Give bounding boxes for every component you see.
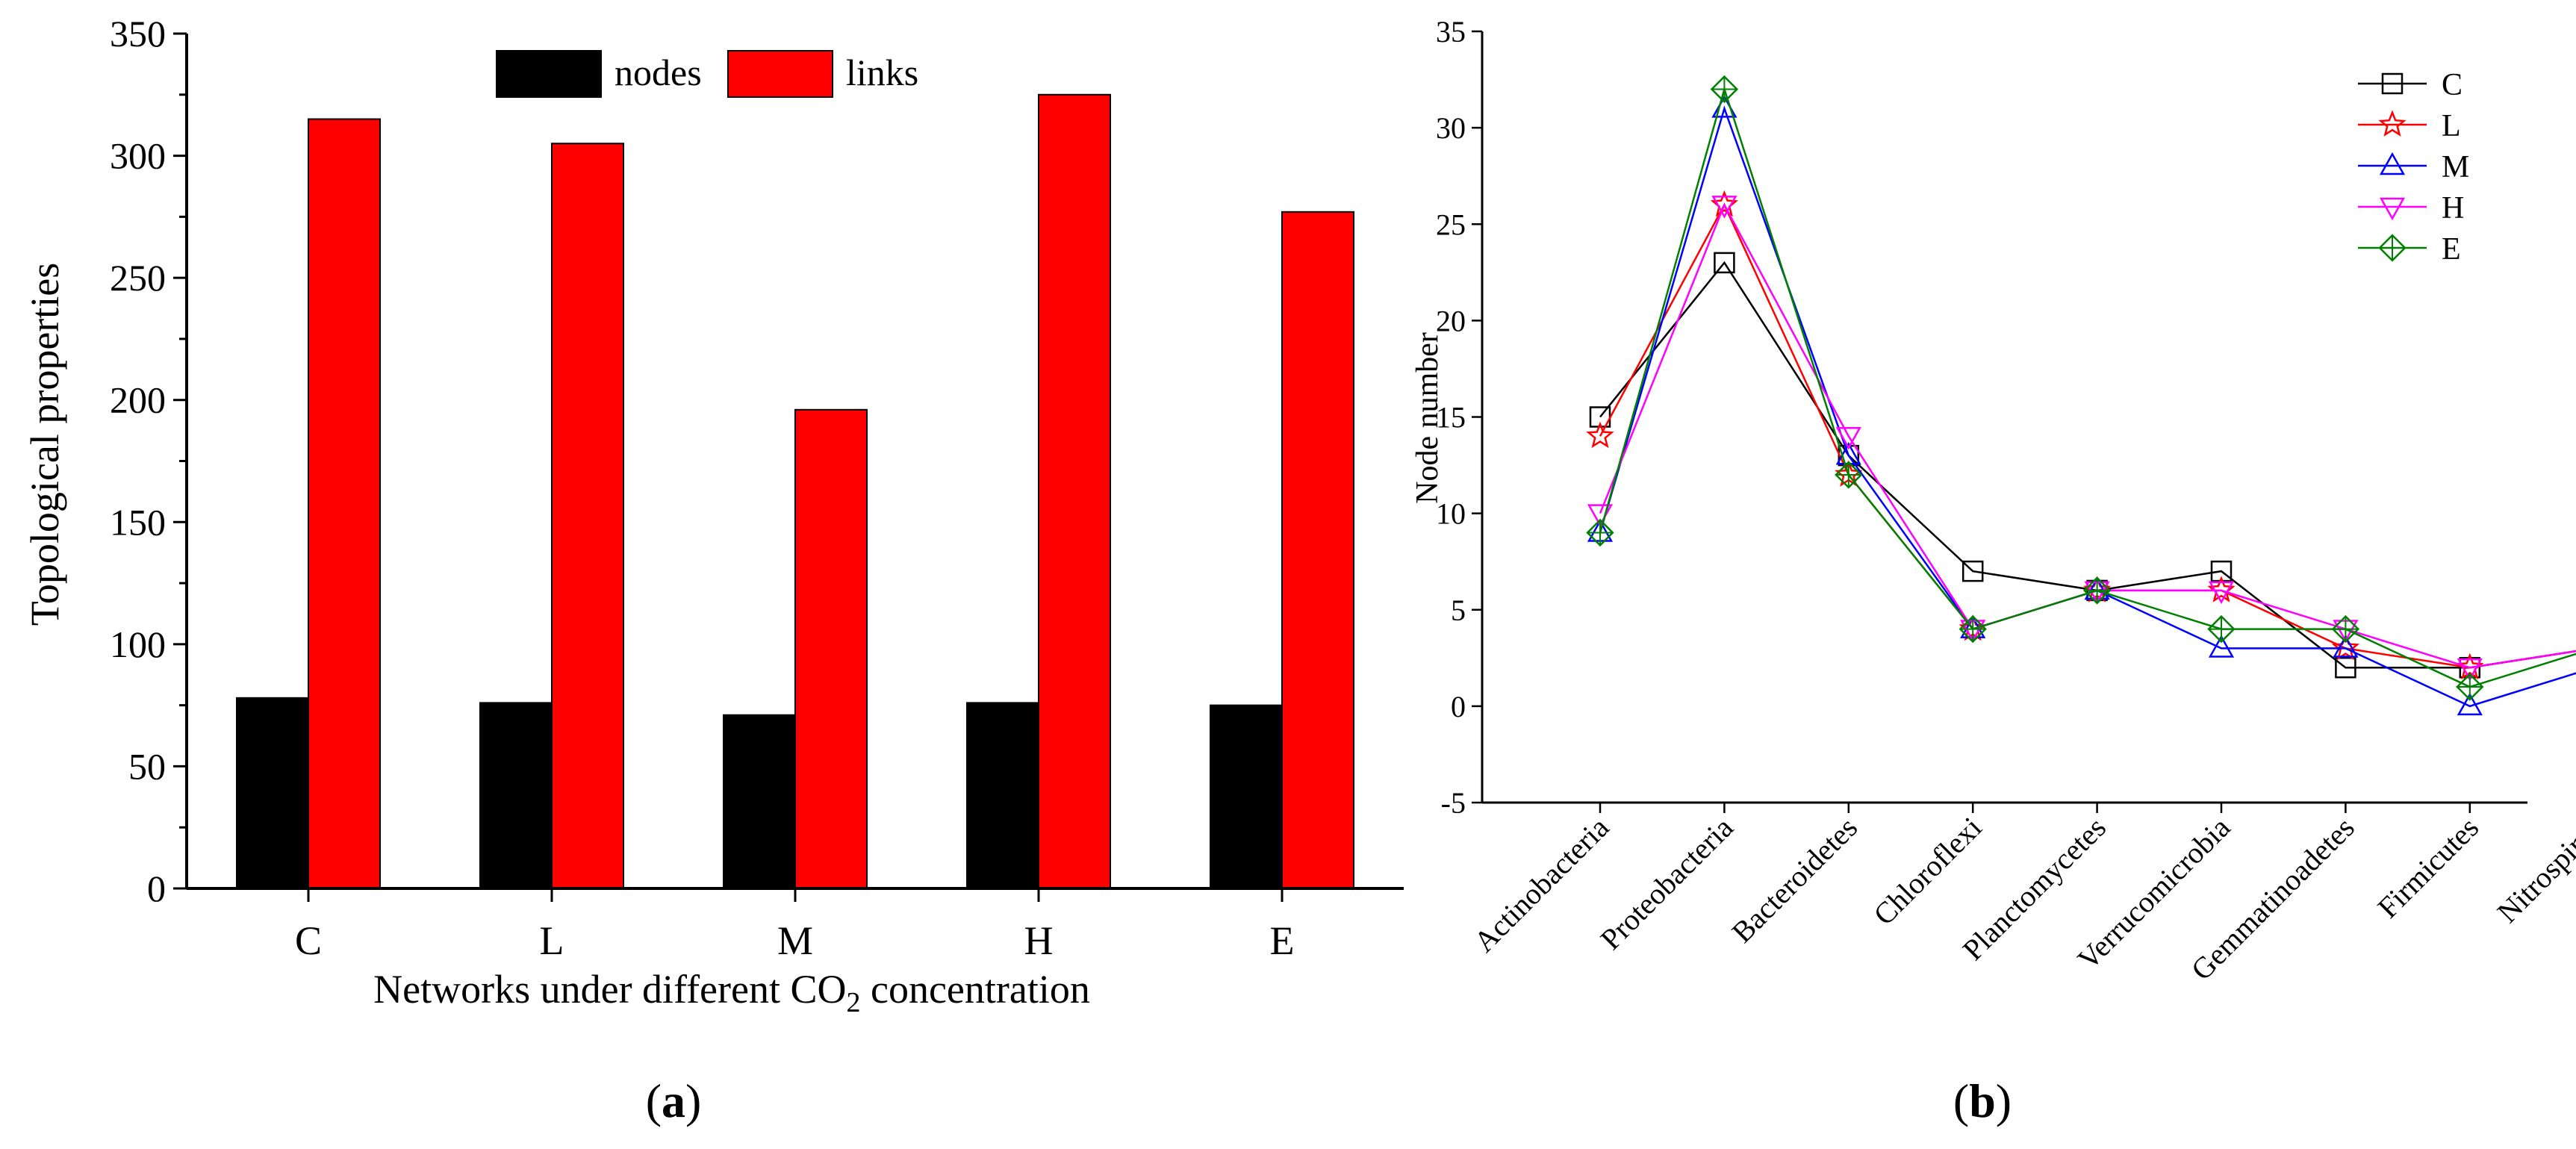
- b-point-L-Actinobacteria: [1586, 421, 1614, 449]
- a-legend-swatch-nodes: [496, 50, 602, 98]
- b-y-tick-label: 10: [1436, 497, 1466, 531]
- panel-a-label-open-paren: (: [646, 1074, 662, 1127]
- b-point-E-Gemmatinoadetes: [2331, 614, 2360, 644]
- a-y-tick-label: 350: [110, 13, 166, 55]
- a-legend-label-nodes: nodes: [615, 52, 702, 93]
- b-y-tick-label: 0: [1451, 690, 1466, 723]
- b-point-E-Actinobacteria: [1586, 518, 1614, 547]
- panel-a-x-axis-title-suffix: concentration: [860, 967, 1089, 1012]
- b-y-tick-label: 25: [1436, 208, 1466, 241]
- b-y-tick-label: 20: [1436, 304, 1466, 337]
- b-point-E-Firmicutes: [2456, 673, 2484, 701]
- a-y-tick-label: 100: [110, 623, 166, 665]
- b-point-M-Firmicutes: [2457, 692, 2483, 716]
- a-x-tick-label: M: [777, 918, 813, 963]
- a-x-tick-label: E: [1270, 918, 1295, 963]
- b-point-M-Gemmatinoadetes: [2333, 635, 2359, 658]
- panel-b-label-open-paren: (: [1953, 1074, 1969, 1127]
- b-y-tick-label: 35: [1436, 15, 1466, 49]
- a-bar-links-M: [794, 408, 868, 889]
- b-legend-marker-M: [2379, 152, 2406, 175]
- a-y-tick-label: 250: [110, 257, 166, 299]
- b-point-E-Bacteroidetes: [1835, 461, 1863, 489]
- panel-a-axes: 0 50 100 150 200 250 300 350 C L M H E: [110, 13, 1404, 963]
- a-bar-links-H: [1038, 93, 1111, 889]
- b-point-E-Verrucomicrobia: [2207, 614, 2236, 644]
- a-x-tick-label: C: [295, 918, 322, 963]
- panel-b-y-axis-title: Node number: [1410, 332, 1445, 504]
- a-bar-nodes-M: [723, 714, 796, 889]
- b-point-L-Gemmatinoadetes: [2331, 633, 2360, 661]
- panel-a-x-axis-title-subscript: 2: [846, 987, 860, 1018]
- a-x-tick-label: L: [540, 918, 564, 963]
- a-bar-links-L: [551, 143, 624, 889]
- b-point-E-Proteobacteria: [1710, 75, 1739, 104]
- a-legend-swatch-links: [727, 50, 833, 98]
- panel-a-bar-chart: 0 50 100 150 200 250 300 350 C L M H E nodes links To…: [22, 13, 1404, 1127]
- a-y-tick-label: 0: [147, 868, 166, 909]
- b-legend-label-E: E: [2442, 232, 2461, 267]
- b-point-C-Gemmatinoadetes: [2335, 656, 2356, 679]
- b-point-C-Verrucomicrobia: [2210, 560, 2233, 582]
- a-bar-nodes-E: [1210, 704, 1283, 890]
- a-bar-links-E: [1281, 211, 1354, 890]
- panel-b-series: [1586, 75, 2576, 716]
- b-legend-marker-L: [2378, 110, 2407, 137]
- b-point-H-Proteobacteria: [1711, 196, 1737, 219]
- b-point-E-Chloroflexi: [1959, 614, 1987, 644]
- a-bar-nodes-C: [236, 697, 309, 889]
- b-legend-label-L: L: [2442, 109, 2461, 143]
- b-y-tick-label: 5: [1451, 594, 1466, 627]
- panel-a-x-axis-title-main: Networks under different CO: [373, 967, 846, 1012]
- a-bar-nodes-H: [966, 702, 1039, 889]
- b-point-H-Verrucomicrobia: [2208, 581, 2235, 605]
- panel-a-bars: [236, 93, 1354, 890]
- a-y-tick-label: 50: [128, 745, 166, 787]
- a-y-tick-label: 200: [110, 379, 166, 421]
- b-point-H-Bacteroidetes: [1835, 427, 1861, 450]
- b-legend-marker-E: [2378, 234, 2407, 262]
- b-point-C-Chloroflexi: [1961, 560, 1984, 582]
- panel-b-label-letter: b: [1969, 1074, 1996, 1127]
- a-y-tick-label: 300: [110, 135, 166, 177]
- b-y-tick-label: 30: [1436, 111, 1466, 145]
- panel-b-label-close-paren: ): [1996, 1074, 2012, 1127]
- b-legend-label-M: M: [2442, 150, 2469, 184]
- a-x-tick-label: H: [1024, 918, 1054, 963]
- b-legend-marker-C: [2381, 72, 2404, 95]
- panel-b-label: (b): [1953, 1074, 2012, 1127]
- panel-a-legend: nodes links: [496, 50, 918, 98]
- b-y-tick-label: 15: [1436, 401, 1466, 435]
- panel-a-y-axis-title: Topological properties: [22, 263, 67, 626]
- b-legend-marker-H: [2379, 197, 2406, 221]
- panel-a-x-axis-title: Networks under different CO2 concentrati…: [373, 967, 1090, 1018]
- b-y-tick-label: -5: [1441, 786, 1466, 820]
- panel-a-label: (a): [646, 1074, 702, 1127]
- a-y-tick-label: 150: [110, 501, 166, 543]
- a-bar-links-C: [308, 118, 381, 889]
- b-legend-label-H: H: [2442, 191, 2464, 225]
- b-legend-label-C: C: [2442, 68, 2463, 102]
- panel-a-label-letter: a: [662, 1074, 685, 1127]
- panel-a-label-close-paren: ): [685, 1074, 701, 1127]
- a-legend-label-links: links: [846, 52, 918, 93]
- b-point-H-Firmicutes: [2457, 658, 2483, 682]
- a-bar-nodes-L: [479, 702, 553, 889]
- b-point-E-Planctomycetes: [2082, 576, 2112, 605]
- b-point-C-Proteobacteria: [1714, 252, 1735, 274]
- b-point-M-Verrucomicrobia: [2208, 635, 2235, 658]
